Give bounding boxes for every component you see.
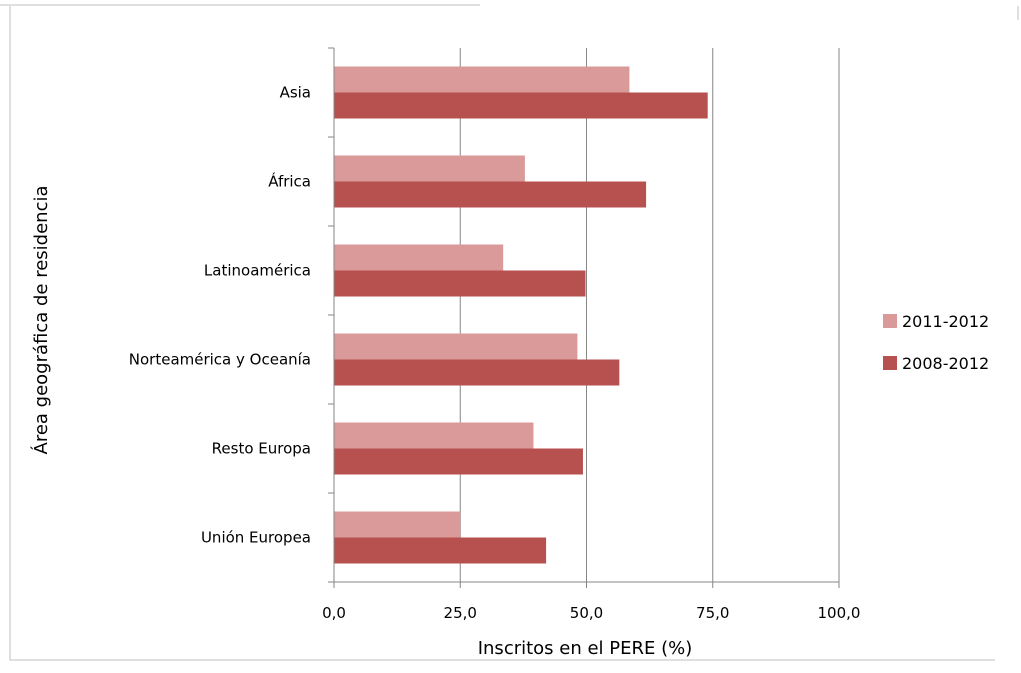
y-axis-title: Área geográfica de residencia bbox=[30, 185, 52, 454]
legend-swatch bbox=[883, 314, 897, 328]
category-label: Latinoamérica bbox=[204, 262, 311, 280]
x-tick-label: 100,0 bbox=[818, 604, 861, 622]
bar-2011-2012 bbox=[334, 244, 504, 271]
bar-2008-2012 bbox=[334, 270, 586, 297]
bar-2008-2012 bbox=[334, 181, 647, 208]
legend: 2011-2012 2008-2012 bbox=[883, 312, 989, 373]
gridlines bbox=[459, 48, 840, 582]
legend-swatch bbox=[883, 356, 897, 370]
bar-2011-2012 bbox=[334, 333, 578, 360]
category-label: Norteamérica y Oceanía bbox=[129, 351, 311, 369]
axes bbox=[328, 47, 840, 588]
bar-2008-2012 bbox=[334, 537, 547, 564]
category-label: Resto Europa bbox=[212, 440, 311, 458]
legend-label: 2008-2012 bbox=[902, 354, 989, 373]
chart-border bbox=[9, 6, 1019, 661]
category-label: Unión Europea bbox=[201, 529, 311, 547]
x-tick-label: 50,0 bbox=[570, 604, 603, 622]
bar-2008-2012 bbox=[334, 359, 620, 386]
category-label: África bbox=[268, 172, 311, 191]
bars bbox=[334, 66, 708, 564]
category-label: Asia bbox=[280, 84, 311, 102]
x-axis-title: Inscritos en el PERE (%) bbox=[478, 638, 693, 659]
bar-2008-2012 bbox=[334, 448, 583, 475]
bar-2011-2012 bbox=[334, 155, 525, 182]
x-tick-label: 25,0 bbox=[444, 604, 477, 622]
bar-2011-2012 bbox=[334, 66, 630, 93]
tick-labels: 0,0 25,0 50,0 75,0 100,0 Asia África Latinoamér… bbox=[129, 84, 861, 623]
x-tick-label: 0,0 bbox=[322, 604, 346, 622]
bar-2008-2012 bbox=[334, 92, 708, 119]
bar-2011-2012 bbox=[334, 511, 461, 538]
x-tick-label: 75,0 bbox=[696, 604, 729, 622]
bar-2011-2012 bbox=[334, 422, 534, 449]
legend-label: 2011-2012 bbox=[902, 312, 989, 331]
